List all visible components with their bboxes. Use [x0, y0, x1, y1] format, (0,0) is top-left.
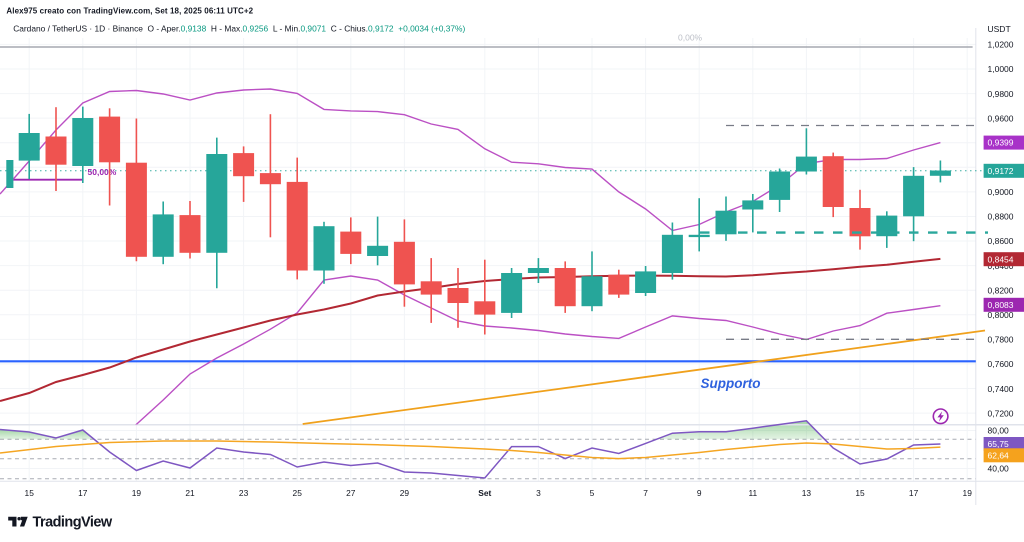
- svg-text:0,8000: 0,8000: [988, 310, 1014, 320]
- svg-text:5: 5: [590, 488, 595, 498]
- svg-text:40,00: 40,00: [988, 464, 1010, 474]
- svg-text:0,8600: 0,8600: [988, 236, 1014, 246]
- svg-text:29: 29: [400, 488, 410, 498]
- svg-text:17: 17: [78, 488, 88, 498]
- svg-text:0,8083: 0,8083: [988, 300, 1014, 310]
- svg-text:3: 3: [536, 488, 541, 498]
- svg-text:0,8800: 0,8800: [988, 212, 1014, 222]
- svg-text:1,0200: 1,0200: [988, 40, 1014, 50]
- svg-text:62,64: 62,64: [988, 450, 1010, 460]
- svg-text:0,9399: 0,9399: [988, 138, 1014, 148]
- svg-text:13: 13: [802, 488, 812, 498]
- svg-text:50,00%: 50,00%: [88, 167, 117, 177]
- svg-text:0,9000: 0,9000: [988, 187, 1014, 197]
- svg-text:17: 17: [909, 488, 919, 498]
- svg-text:25: 25: [293, 488, 303, 498]
- svg-text:USDT: USDT: [988, 24, 1011, 34]
- svg-text:7: 7: [643, 488, 648, 498]
- svg-text:1,0000: 1,0000: [988, 64, 1014, 74]
- svg-text:65,75: 65,75: [988, 439, 1010, 449]
- svg-text:0,00%: 0,00%: [678, 33, 703, 43]
- svg-text:0,9172: 0,9172: [988, 166, 1014, 176]
- svg-text:0,9800: 0,9800: [988, 89, 1014, 99]
- svg-text:Alex975 creato con TradingView: Alex975 creato con TradingView.com, Set …: [6, 7, 253, 16]
- svg-text:0,7800: 0,7800: [988, 335, 1014, 345]
- svg-text:Supporto: Supporto: [701, 376, 761, 391]
- svg-text:0,7200: 0,7200: [988, 408, 1014, 418]
- svg-text:0,8454: 0,8454: [988, 254, 1014, 264]
- svg-text:19: 19: [132, 488, 142, 498]
- svg-text:21: 21: [185, 488, 195, 498]
- svg-text:0,8200: 0,8200: [988, 285, 1014, 295]
- svg-text:Cardano / TetherUS · 1D · Bina: Cardano / TetherUS · 1D · Binance O - Ap…: [13, 24, 465, 34]
- svg-text:23: 23: [239, 488, 249, 498]
- svg-text:15: 15: [25, 488, 35, 498]
- svg-text:80,00: 80,00: [988, 426, 1010, 436]
- svg-text:0,7600: 0,7600: [988, 359, 1014, 369]
- svg-text:Set: Set: [478, 488, 491, 498]
- svg-text:0,9600: 0,9600: [988, 113, 1014, 123]
- svg-text:27: 27: [346, 488, 356, 498]
- svg-text:9: 9: [697, 488, 702, 498]
- svg-text:19: 19: [963, 488, 973, 498]
- svg-text:TradingView: TradingView: [33, 515, 113, 531]
- svg-text:0,7400: 0,7400: [988, 384, 1014, 394]
- svg-text:15: 15: [855, 488, 865, 498]
- svg-text:11: 11: [748, 488, 757, 498]
